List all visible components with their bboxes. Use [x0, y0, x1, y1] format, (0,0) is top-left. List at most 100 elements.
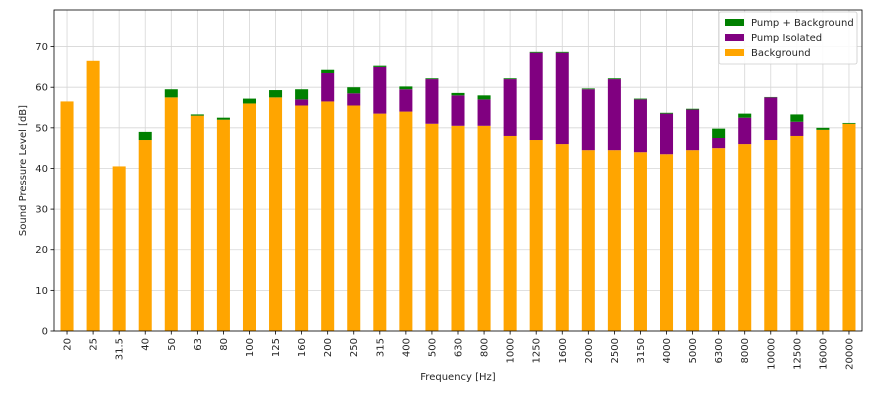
bar-background-200: [321, 101, 335, 332]
y-tick-label: 70: [35, 42, 48, 53]
bar-background-10000: [764, 140, 778, 331]
legend-label: Pump Isolated: [751, 33, 822, 44]
x-tick-label: 2000: [584, 338, 595, 363]
bar-pump-background-12500: [790, 114, 804, 122]
x-tick-label: 315: [375, 338, 386, 357]
bar-background-16000: [816, 129, 830, 331]
bar-pump-background-160: [295, 89, 309, 100]
bar-background-4000: [660, 154, 674, 331]
legend-label: Background: [751, 48, 811, 59]
bar-pump-isolated-8000: [738, 117, 752, 145]
bar-pump-background-400: [399, 86, 413, 90]
bar-pump-background-16000: [816, 127, 830, 130]
bar-pump-background-3150: [633, 98, 647, 100]
y-tick-label: 30: [35, 205, 48, 216]
bar-pump-isolated-2000: [581, 89, 595, 151]
bar-pump-isolated-1000: [503, 79, 517, 136]
bar-pump-background-2000: [581, 88, 595, 90]
bar-pump-background-100: [242, 98, 256, 104]
y-tick-label: 0: [42, 327, 48, 338]
x-tick-label: 50: [167, 338, 178, 351]
x-tick-label: 630: [454, 338, 465, 357]
x-tick-label: 31.5: [115, 338, 126, 360]
bar-background-400: [399, 111, 413, 331]
bar-background-2500: [607, 150, 621, 331]
bar-pump-isolated-800: [477, 99, 491, 126]
legend-swatch: [725, 49, 744, 56]
bar-pump-background-50: [164, 89, 178, 98]
bar-pump-isolated-6300: [712, 137, 726, 149]
x-axis-title: Frequency [Hz]: [420, 372, 496, 383]
bar-pump-isolated-250: [347, 93, 361, 106]
bar-background-8000: [738, 144, 752, 331]
bar-background-125: [269, 97, 283, 332]
bar-background-2000: [581, 150, 595, 331]
x-tick-label: 1600: [558, 338, 569, 363]
bar-background-12500: [790, 135, 804, 331]
x-tick-label: 8000: [740, 338, 751, 363]
bar-background-1000: [503, 135, 517, 331]
x-tick-label: 160: [297, 338, 308, 357]
legend-box: [718, 11, 858, 65]
bar-pump-background-63: [190, 114, 204, 116]
bar-background-50: [164, 97, 178, 332]
bar-pump-isolated-200: [321, 72, 335, 102]
bar-pump-background-8000: [738, 113, 752, 118]
bar-background-250: [347, 105, 361, 332]
x-tick-label: 20: [63, 338, 74, 351]
y-tick-label: 50: [35, 123, 48, 134]
y-tick-label: 40: [35, 164, 48, 175]
x-tick-label: 6300: [714, 338, 725, 363]
bar-pump-background-800: [477, 95, 491, 100]
x-tick-label: 10000: [766, 338, 777, 370]
bar-pump-background-1600: [555, 51, 569, 53]
bar-background-5000: [686, 150, 700, 331]
bar-background-315: [373, 113, 387, 331]
x-tick-label: 250: [349, 338, 360, 357]
x-tick-label: 80: [219, 338, 230, 351]
y-tick-label: 20: [35, 245, 48, 256]
bar-pump-isolated-500: [425, 79, 439, 124]
bar-background-100: [242, 103, 256, 332]
bar-pump-background-20000: [842, 122, 856, 124]
bar-pump-background-2500: [607, 78, 621, 80]
x-tick-label: 63: [193, 338, 204, 351]
x-tick-label: 800: [480, 338, 491, 357]
bar-pump-background-200: [321, 69, 335, 73]
x-tick-label: 5000: [688, 338, 699, 363]
x-tick-label: 12500: [792, 338, 803, 370]
bar-pump-isolated-12500: [790, 121, 804, 136]
x-tick-label: 400: [401, 338, 412, 357]
bar-background-63: [190, 115, 204, 331]
bars: [60, 51, 856, 332]
x-tick-label: 125: [271, 338, 282, 357]
bar-pump-background-6300: [712, 128, 726, 138]
legend-swatch: [725, 34, 744, 41]
x-tick-label: 3150: [636, 338, 647, 363]
x-tick-label: 1000: [506, 338, 517, 363]
bar-background-500: [425, 123, 439, 331]
bar-pump-isolated-630: [451, 95, 465, 126]
bar-background-20: [60, 101, 74, 332]
bar-background-160: [295, 105, 309, 332]
bar-pump-background-40: [138, 131, 152, 141]
bar-pump-background-4000: [660, 112, 674, 114]
bar-background-6300: [712, 148, 726, 331]
bar-pump-background-125: [269, 90, 283, 98]
bar-background-1600: [555, 144, 569, 331]
x-tick-label: 100: [245, 338, 256, 357]
x-tick-label: 1250: [532, 338, 543, 363]
y-axis-title: Sound Pressure Level [dB]: [18, 105, 29, 236]
x-tick-label: 500: [427, 338, 438, 357]
y-axis-ticks: 0 10 20 30 40 50 60 70: [35, 42, 54, 338]
x-axis-ticks: 20 25 31.5 40 50 63 80 100 125 160 200 250 315 400 500…: [63, 331, 855, 370]
bar-pump-isolated-10000: [764, 97, 778, 141]
bar-background-40: [138, 140, 152, 331]
bar-background-80: [216, 119, 230, 331]
bar-background-3150: [633, 152, 647, 331]
bar-pump-background-1250: [529, 51, 543, 53]
bar-pump-isolated-3150: [633, 99, 647, 153]
bar-pump-background-500: [425, 78, 439, 80]
bar-pump-isolated-5000: [686, 109, 700, 151]
y-tick-label: 60: [35, 83, 48, 94]
